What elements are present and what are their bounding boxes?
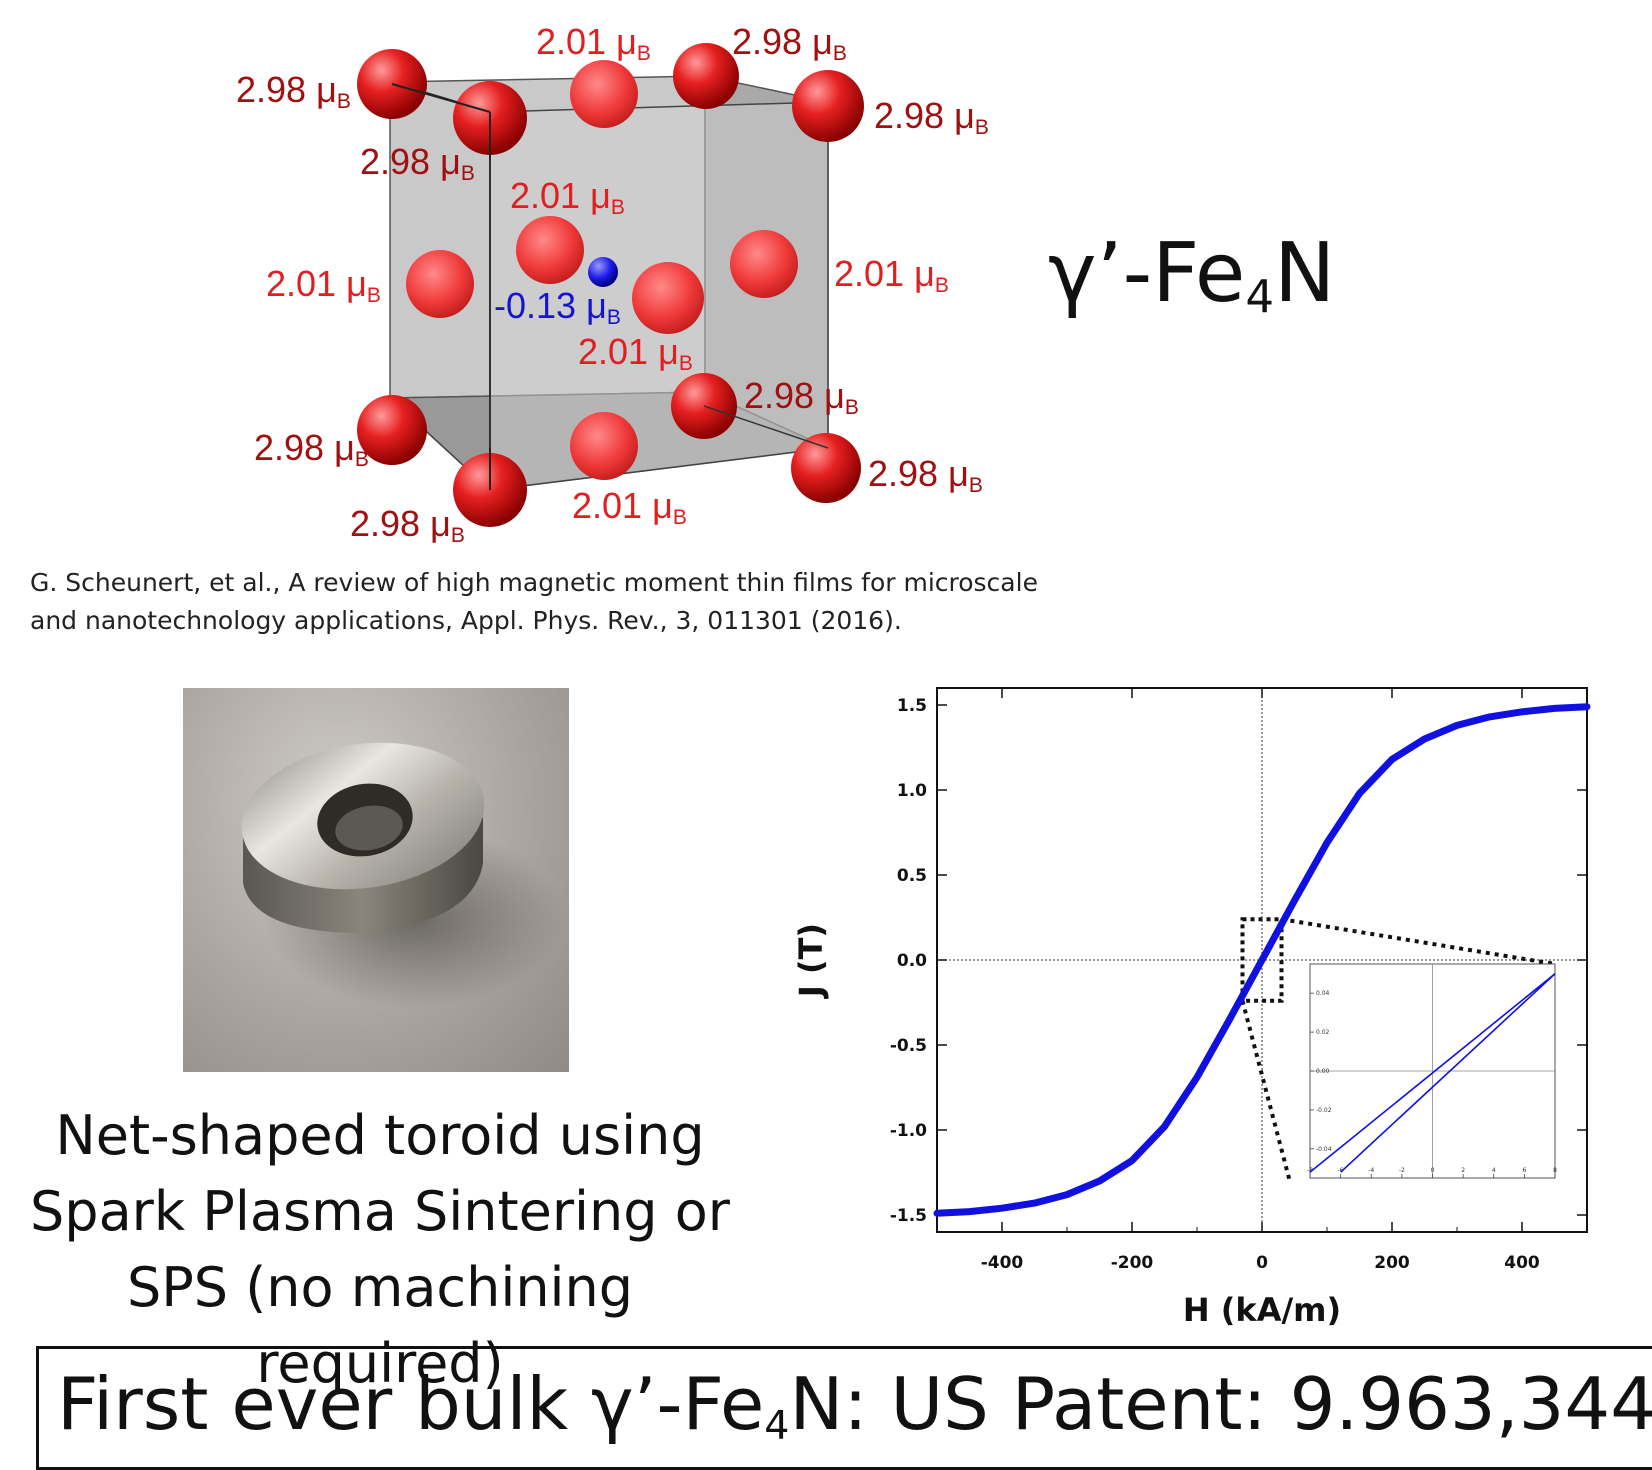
y-axis-label: J (T) xyxy=(792,923,830,999)
moment-label-corner-bottom-back-right: 2.98 μB xyxy=(744,375,859,419)
y-tick-label: 0.5 xyxy=(897,866,927,886)
inset-x-tick-label: -6 xyxy=(1338,1167,1344,1174)
moment-label-nitrogen: -0.13 μB xyxy=(494,285,621,329)
formula-label: γ’-Fe4N xyxy=(1048,226,1336,324)
toroid-caption-line-2: Spark Plasma Sintering or xyxy=(30,1180,730,1243)
x-tick-label: 0 xyxy=(1256,1253,1268,1273)
inset-x-tick-label: 4 xyxy=(1492,1167,1496,1174)
iron-atom-corner-bottom-back-left xyxy=(357,395,427,465)
hysteresis-chart: -400 -200 0 200 4001.51.00.50.0-0.5-1.0-1.5 … xyxy=(792,687,1591,1329)
toroid-caption-line-1: Net-shaped toroid using xyxy=(55,1104,705,1167)
moment-label-face-left: 2.01 μB xyxy=(266,263,381,307)
inset-x-tick-label: -4 xyxy=(1368,1167,1374,1174)
inset-x-tick-label: 2 xyxy=(1461,1167,1465,1174)
moment-label-face-right: 2.01 μB xyxy=(834,253,949,297)
y-tick-label: 1.0 xyxy=(897,781,927,801)
hysteresis-series-line-1 xyxy=(933,703,1591,1217)
x-tick-label: 400 xyxy=(1504,1253,1540,1273)
iron-atom-face-back xyxy=(516,216,584,284)
citation-line-2: and nanotechnology applications, Appl. P… xyxy=(30,606,902,635)
zoom-connector-bottom xyxy=(1240,1000,1292,1183)
citation: G. Scheunert, et al., A review of high m… xyxy=(30,564,1038,640)
patent-banner: First ever bulk γ’-Fe4N: US Patent: 9.96… xyxy=(36,1346,1652,1470)
iron-atom-face-right xyxy=(730,230,798,298)
toroid-caption: Net-shaped toroid using Spark Plasma Sin… xyxy=(0,1098,760,1402)
x-axis-label: H (kA/m) xyxy=(1183,1291,1341,1329)
toroid-caption-line-3: SPS (no machining required) xyxy=(126,1256,634,1395)
iron-atom-face-front xyxy=(632,262,704,334)
y-tick-label: 1.5 xyxy=(897,696,927,716)
moment-label-corner-bottom-front-right: 2.98 μB xyxy=(868,453,983,497)
moment-label-corner-top-front-left: 2.98 μB xyxy=(360,141,475,185)
inset-x-tick-label: -8 xyxy=(1307,1167,1313,1174)
moment-label-face-back: 2.01 μB xyxy=(510,175,625,219)
y-tick-label: -1.0 xyxy=(890,1121,927,1141)
toroid-photo xyxy=(183,688,569,1072)
nitrogen-atom xyxy=(588,257,618,287)
moment-label-face-front: 2.01 μB xyxy=(578,331,693,375)
moment-label-face-top: 2.01 μB xyxy=(536,21,651,65)
inset-y-tick-label: -0.02 xyxy=(1316,1107,1332,1114)
x-tick-label: 200 xyxy=(1374,1253,1410,1273)
inset-y-tick-label: 0.00 xyxy=(1316,1068,1330,1075)
moment-label-corner-bottom-front-left: 2.98 μB xyxy=(350,503,465,547)
y-tick-label: 0.0 xyxy=(897,951,927,971)
moment-label-corner-bottom-back-left: 2.98 μB xyxy=(254,427,369,471)
inset-y-tick-label: -0.04 xyxy=(1316,1146,1332,1153)
moment-label-corner-top-back-left: 2.98 μB xyxy=(236,69,351,113)
inset-x-tick-label: 6 xyxy=(1522,1167,1526,1174)
inset-x-tick-label: -2 xyxy=(1399,1167,1405,1174)
iron-atom-face-left xyxy=(406,250,474,318)
x-tick-label: -400 xyxy=(981,1253,1024,1273)
citation-line-1: G. Scheunert, et al., A review of high m… xyxy=(30,568,1038,597)
iron-atom-corner-top-back-right xyxy=(673,43,739,109)
moment-label-corner-top-back-right: 2.98 μB xyxy=(732,21,847,65)
inset-branch-2 xyxy=(1340,973,1556,1173)
inset-x-tick-label: 8 xyxy=(1553,1167,1557,1174)
iron-atom-face-top xyxy=(570,60,638,128)
moment-label-face-bottom: 2.01 μB xyxy=(572,485,687,529)
crystal-structure-diagram: 2.98 μB 2.98 μB 2.98 μB 2.98 μB 2.98 μB … xyxy=(236,21,989,547)
inset-branch-1 xyxy=(1309,973,1556,1173)
iron-atom-corner-top-front-right xyxy=(792,70,864,142)
inset-y-tick-label: 0.04 xyxy=(1316,990,1330,997)
y-tick-label: -0.5 xyxy=(890,1036,927,1056)
moment-label-corner-top-front-right: 2.98 μB xyxy=(874,95,989,139)
inset-x-tick-label: 0 xyxy=(1431,1167,1435,1174)
zoom-connector-top xyxy=(1281,917,1556,966)
iron-atom-corner-bottom-front-right xyxy=(791,433,861,503)
y-tick-label: -1.5 xyxy=(890,1206,927,1226)
x-tick-label: -200 xyxy=(1111,1253,1154,1273)
inset-y-tick-label: 0.02 xyxy=(1316,1029,1330,1036)
iron-atom-face-bottom xyxy=(570,412,638,480)
zoom-box xyxy=(1240,917,1284,1003)
